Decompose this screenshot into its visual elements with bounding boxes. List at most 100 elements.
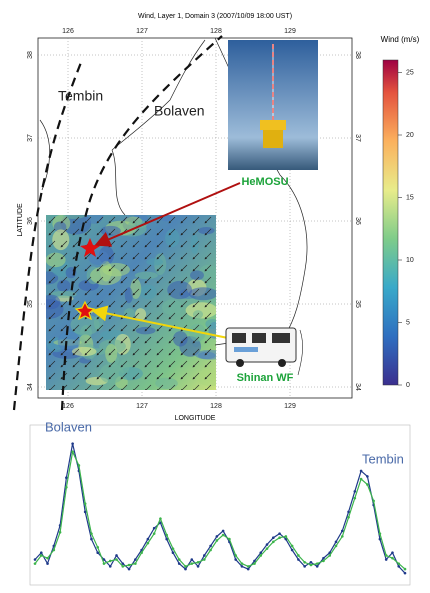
wind-texture — [99, 364, 124, 384]
point — [197, 565, 200, 568]
point — [297, 558, 300, 561]
point — [404, 572, 407, 575]
point — [241, 562, 244, 565]
point — [335, 545, 338, 548]
point — [391, 551, 394, 554]
wind-texture — [100, 226, 120, 236]
point — [209, 545, 212, 548]
point — [128, 568, 131, 571]
point — [78, 464, 81, 467]
point — [216, 539, 219, 542]
point — [278, 532, 281, 535]
colorbar-tick-label: 20 — [406, 132, 414, 139]
point — [65, 476, 68, 479]
point — [203, 558, 206, 561]
colorbar-tick-label: 25 — [406, 69, 414, 76]
wind-texture — [155, 378, 178, 389]
point — [90, 532, 93, 535]
colorbar-tick-label: 10 — [406, 257, 414, 264]
point — [172, 547, 175, 550]
x-tick-label: 127 — [136, 28, 148, 35]
point — [153, 527, 156, 530]
colorbar-tick-label: 5 — [406, 319, 410, 326]
point — [178, 562, 181, 565]
point — [197, 561, 200, 564]
point — [247, 568, 250, 571]
point — [322, 560, 325, 563]
point — [303, 561, 306, 564]
point — [391, 557, 394, 560]
wind-texture — [105, 344, 117, 363]
point — [71, 442, 74, 445]
site-label: HeMOSU — [241, 176, 288, 188]
point — [360, 478, 363, 481]
point — [253, 562, 256, 565]
point — [385, 558, 388, 561]
point — [96, 546, 99, 549]
point — [203, 554, 206, 557]
point — [360, 470, 363, 473]
point — [234, 554, 237, 557]
point — [40, 551, 43, 554]
tower-photo — [228, 40, 318, 170]
point — [96, 551, 99, 554]
point — [322, 557, 325, 560]
x-tick-label: 128 — [210, 403, 222, 410]
point — [134, 562, 137, 565]
point — [172, 551, 175, 554]
wind-texture — [52, 229, 69, 250]
point — [216, 535, 219, 538]
point — [316, 562, 319, 565]
point — [228, 538, 231, 541]
point — [272, 536, 275, 539]
point — [316, 565, 319, 568]
point — [53, 549, 56, 552]
point — [184, 568, 187, 571]
annotation: Tembin — [362, 451, 404, 466]
colorbar-title: Wind (m/s) — [381, 35, 420, 44]
typhoon-label: Bolaven — [154, 103, 205, 119]
colorbar — [383, 60, 398, 385]
point — [147, 542, 150, 545]
point — [328, 554, 331, 557]
x-axis-label: LONGITUDE — [175, 415, 216, 422]
point — [303, 565, 306, 568]
wind-texture — [72, 347, 97, 356]
wind-texture — [189, 287, 218, 300]
point — [134, 558, 137, 561]
y-tick-label: 35 — [27, 300, 34, 308]
colorbar-tick-label: 15 — [406, 194, 414, 201]
point — [259, 554, 262, 557]
map-title: Wind, Layer 1, Domain 3 (2007/10/09 18:0… — [138, 13, 292, 20]
x-tick-label: 129 — [284, 28, 296, 35]
point — [121, 565, 124, 568]
point — [354, 490, 357, 493]
point — [34, 558, 37, 561]
annotation: Bolaven — [45, 419, 92, 434]
point — [46, 562, 49, 565]
wind-texture — [167, 281, 192, 299]
x-tick-label: 129 — [284, 403, 296, 410]
point — [103, 562, 106, 565]
point — [397, 565, 400, 568]
y-tick-label: 37 — [27, 134, 34, 142]
y-tick-label: 34 — [27, 383, 34, 391]
x-tick-label: 126 — [62, 403, 74, 410]
point — [128, 564, 131, 567]
wind-texture — [46, 253, 66, 268]
x-tick-label: 128 — [210, 28, 222, 35]
y-tick-label: 36 — [354, 217, 361, 225]
site-label: Shinan WF — [237, 372, 294, 384]
point — [71, 451, 74, 454]
typhoon-label: Tembin — [58, 88, 103, 104]
point — [65, 486, 68, 489]
point — [272, 541, 275, 544]
point — [115, 558, 118, 561]
point — [347, 516, 350, 519]
point — [165, 534, 168, 537]
point — [222, 534, 225, 537]
point — [241, 565, 244, 568]
point — [385, 554, 388, 557]
point — [34, 562, 37, 565]
point — [178, 558, 181, 561]
